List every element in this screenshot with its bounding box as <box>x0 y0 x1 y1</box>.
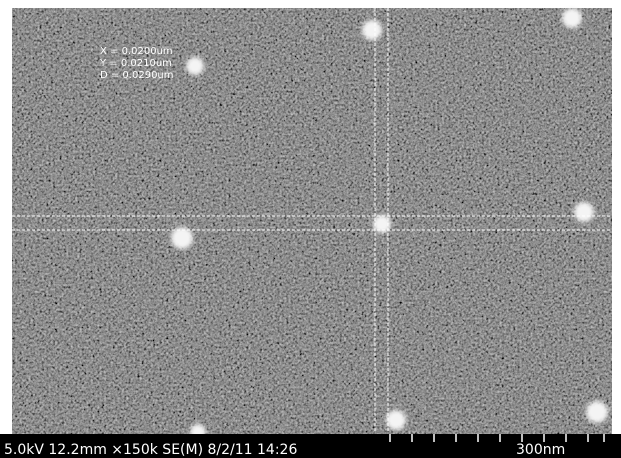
measure-y: Y = 0.0210um <box>99 58 172 69</box>
scale-label: 300nm <box>516 442 565 458</box>
acquisition-info: 5.0kV 12.2mm ×150k SE(M) 8/2/11 14:26 <box>4 442 297 458</box>
measure-x: X = 0.0200um <box>100 46 173 57</box>
sem-micrograph: X = 0.0200um Y = 0.0210um D = 0.0290um 5… <box>0 0 621 458</box>
measure-d: D = 0.0290um <box>100 70 174 81</box>
page: X = 0.0200um Y = 0.0210um D = 0.0290um 5… <box>0 0 621 458</box>
